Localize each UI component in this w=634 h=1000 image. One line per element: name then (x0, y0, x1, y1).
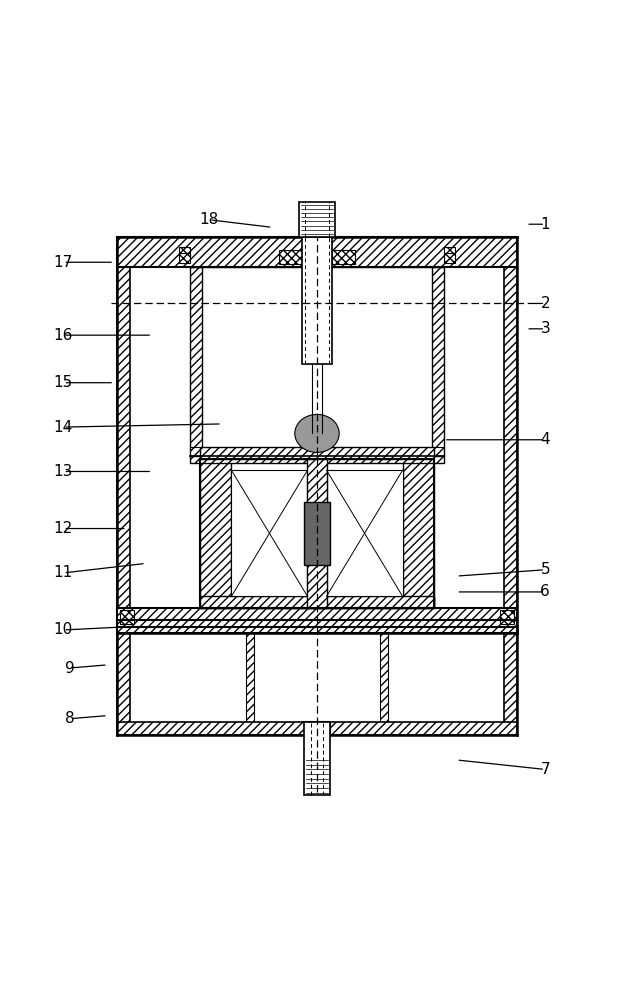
Bar (117, 608, 517, 627)
Bar (279, 250, 302, 264)
Text: 11: 11 (54, 565, 73, 580)
Bar (117, 722, 517, 735)
Text: 17: 17 (54, 255, 73, 270)
Bar (304, 722, 330, 795)
Bar (117, 620, 517, 633)
Text: 8: 8 (65, 711, 75, 726)
Bar (117, 237, 517, 267)
Bar (200, 598, 434, 608)
Bar (117, 267, 130, 633)
Text: 16: 16 (54, 328, 73, 343)
Bar (200, 459, 434, 608)
Text: 15: 15 (54, 375, 73, 390)
Bar (304, 502, 330, 565)
Bar (403, 459, 434, 608)
Text: 12: 12 (54, 521, 73, 536)
Bar (200, 459, 231, 608)
Text: 6: 6 (540, 584, 550, 599)
Bar (302, 237, 332, 364)
Bar (307, 459, 327, 608)
Bar (504, 627, 517, 735)
Bar (117, 237, 517, 267)
Bar (190, 456, 444, 463)
Text: 3: 3 (540, 321, 550, 336)
Bar (444, 247, 455, 257)
Text: 9: 9 (65, 661, 75, 676)
Bar (200, 596, 434, 608)
Bar (444, 253, 455, 263)
Bar (117, 608, 517, 627)
Text: 13: 13 (54, 464, 73, 479)
Bar (120, 610, 134, 624)
Text: 2: 2 (540, 296, 550, 311)
Text: 10: 10 (54, 622, 73, 637)
Text: 14: 14 (54, 420, 73, 435)
Ellipse shape (295, 414, 339, 452)
Bar (200, 447, 434, 459)
Bar (327, 470, 403, 596)
Bar (117, 620, 517, 633)
Bar (246, 627, 254, 722)
Bar (380, 627, 388, 722)
Bar (179, 247, 190, 257)
Bar (231, 470, 307, 596)
Bar (190, 267, 202, 456)
Bar (500, 610, 514, 624)
Text: 18: 18 (200, 212, 219, 227)
Text: 1: 1 (540, 217, 550, 232)
Bar (504, 267, 517, 633)
Bar (432, 267, 444, 456)
Text: 7: 7 (540, 762, 550, 777)
Bar (117, 627, 130, 735)
Bar (332, 250, 355, 264)
Bar (304, 721, 330, 735)
Bar (179, 253, 190, 263)
Text: 5: 5 (540, 562, 550, 577)
Bar (299, 202, 335, 237)
Text: 4: 4 (540, 432, 550, 447)
